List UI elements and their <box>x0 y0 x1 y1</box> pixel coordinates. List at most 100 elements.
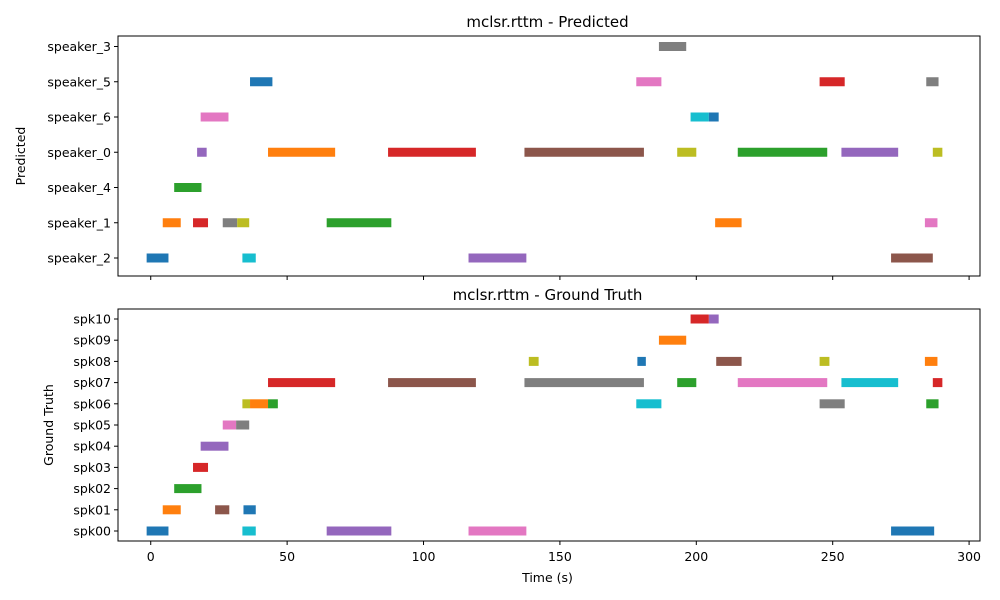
ground-truth-ytick-label: spk00 <box>73 524 111 539</box>
predicted-segment-speaker_6 <box>690 112 709 122</box>
predicted-segment-speaker_5 <box>819 77 845 87</box>
ground-truth-segment-spk08 <box>716 356 742 366</box>
ground-truth-segment-spk07 <box>677 378 697 388</box>
ground-truth-segment-spk07 <box>737 378 828 388</box>
ground-truth-xtick-label: 250 <box>821 549 845 564</box>
predicted-segment-speaker_5 <box>636 77 662 87</box>
ground-truth-ytick-label: spk01 <box>73 502 111 517</box>
ground-truth-y-axis-ticks: spk10 spk09 spk08 spk07 spk06 spk05 spk04 spk03… <box>73 312 118 539</box>
ground-truth-ytick-label: spk04 <box>73 439 111 454</box>
predicted-ytick-label: speaker_4 <box>47 180 111 195</box>
predicted-subplot: mclsr.rttm - Predicted speaker_3speaker_… <box>13 13 981 280</box>
predicted-segment-speaker_0 <box>677 147 697 157</box>
predicted-ytick-label: speaker_0 <box>47 145 111 160</box>
ground-truth-xtick-label: 150 <box>548 549 572 564</box>
ground-truth-segment-spk05 <box>236 420 250 430</box>
ground-truth-ytick-label: spk02 <box>73 481 111 496</box>
ground-truth-segment-spk05 <box>222 420 237 430</box>
ground-truth-segment-spk07 <box>524 378 644 388</box>
predicted-segment-speaker_1 <box>924 218 938 228</box>
ground-truth-segment-spk08 <box>924 356 938 366</box>
ground-truth-segment-spk07 <box>841 378 899 388</box>
ground-truth-plot-frame <box>117 308 981 542</box>
ground-truth-segment-spk00 <box>146 526 169 536</box>
predicted-segment-speaker_1 <box>237 218 250 228</box>
ground-truth-xtick-label: 300 <box>957 549 981 564</box>
x-axis-label: Time (s) <box>521 570 573 585</box>
ground-truth-chart-title: mclsr.rttm - Ground Truth <box>453 286 643 304</box>
ground-truth-segment-spk07 <box>268 378 336 388</box>
predicted-segment-speaker_0 <box>524 147 644 157</box>
ground-truth-segment-spk01 <box>243 505 256 515</box>
predicted-segment-speaker_1 <box>326 218 392 228</box>
ground-truth-ytick-label: spk06 <box>73 396 111 411</box>
predicted-segment-speaker_3 <box>658 42 687 51</box>
ground-truth-xtick-label: 50 <box>279 549 295 564</box>
predicted-ytick-label: speaker_6 <box>47 110 111 125</box>
predicted-ytick-label: speaker_5 <box>47 74 111 89</box>
ground-truth-segment-spk07 <box>388 378 476 388</box>
predicted-ytick-label: speaker_3 <box>47 39 111 54</box>
predicted-segment-speaker_0 <box>841 147 899 157</box>
ground-truth-segment-spk10 <box>708 314 719 324</box>
ground-truth-segment-spk06 <box>819 399 845 409</box>
ground-truth-segment-spk06 <box>268 399 278 409</box>
predicted-ytick-label: speaker_2 <box>47 251 111 266</box>
predicted-x-axis-ticks <box>150 276 970 280</box>
ground-truth-ytick-label: spk09 <box>73 333 111 348</box>
predicted-segment-speaker_2 <box>242 253 256 263</box>
ground-truth-xtick-label: 200 <box>684 549 708 564</box>
ground-truth-ytick-label: spk05 <box>73 418 111 433</box>
predicted-segment-speaker_1 <box>193 218 209 228</box>
predicted-segment-speaker_2 <box>468 253 527 263</box>
ground-truth-ytick-label: spk07 <box>73 375 111 390</box>
ground-truth-segment-spk06 <box>242 399 251 409</box>
ground-truth-segment-spk03 <box>193 462 209 472</box>
predicted-y-axis-ticks: speaker_3 speaker_5 speaker_6 speaker_0spea… <box>47 39 118 266</box>
ground-truth-x-axis-ticks: 0 50 100 150 200 250 300 <box>147 541 981 564</box>
predicted-ytick-label: speaker_1 <box>47 215 111 230</box>
predicted-segment-speaker_1 <box>162 218 181 228</box>
predicted-segment-speaker_0 <box>388 147 476 157</box>
ground-truth-xtick-label: 100 <box>412 549 436 564</box>
predicted-segment-speaker_0 <box>268 147 336 157</box>
predicted-segment-speaker_2 <box>146 253 169 263</box>
predicted-plot-frame <box>117 35 981 277</box>
ground-truth-segment-spk00 <box>891 526 935 536</box>
ground-truth-segment-spk01 <box>215 505 230 515</box>
predicted-segment-speaker_0 <box>197 147 207 157</box>
predicted-chart-title: mclsr.rttm - Predicted <box>466 13 628 31</box>
predicted-segment-speaker_2 <box>891 253 933 263</box>
predicted-segment-speaker_0 <box>932 147 943 157</box>
ground-truth-segments <box>146 314 943 536</box>
ground-truth-y-axis-label: Ground Truth <box>41 384 56 466</box>
ground-truth-segment-spk02 <box>174 484 202 494</box>
predicted-segment-speaker_1 <box>715 218 742 228</box>
ground-truth-ytick-label: spk03 <box>73 460 111 475</box>
predicted-segment-speaker_5 <box>250 77 273 87</box>
ground-truth-segment-spk06 <box>926 399 939 409</box>
ground-truth-segment-spk10 <box>690 314 709 324</box>
ground-truth-segment-spk00 <box>468 526 527 536</box>
predicted-segment-speaker_1 <box>222 218 238 228</box>
predicted-segment-speaker_4 <box>174 183 202 192</box>
ground-truth-segment-spk01 <box>162 505 181 515</box>
predicted-segment-speaker_5 <box>926 77 939 87</box>
ground-truth-segment-spk08 <box>819 356 830 366</box>
ground-truth-subplot: mclsr.rttm - Ground Truth spk10 spk09 spk0… <box>41 286 981 585</box>
ground-truth-ytick-label: spk08 <box>73 354 111 369</box>
ground-truth-segment-spk06 <box>250 399 269 409</box>
ground-truth-xtick-label: 0 <box>147 549 155 564</box>
ground-truth-segment-spk04 <box>200 441 229 451</box>
ground-truth-segment-spk00 <box>242 526 256 536</box>
ground-truth-segment-spk00 <box>326 526 392 536</box>
ground-truth-segment-spk08 <box>528 356 539 366</box>
ground-truth-segment-spk09 <box>658 335 687 345</box>
predicted-y-axis-label: Predicted <box>13 127 28 186</box>
predicted-segments <box>146 42 943 263</box>
ground-truth-segment-spk08 <box>637 356 646 366</box>
ground-truth-segment-spk06 <box>636 399 662 409</box>
predicted-segment-speaker_6 <box>200 112 229 122</box>
